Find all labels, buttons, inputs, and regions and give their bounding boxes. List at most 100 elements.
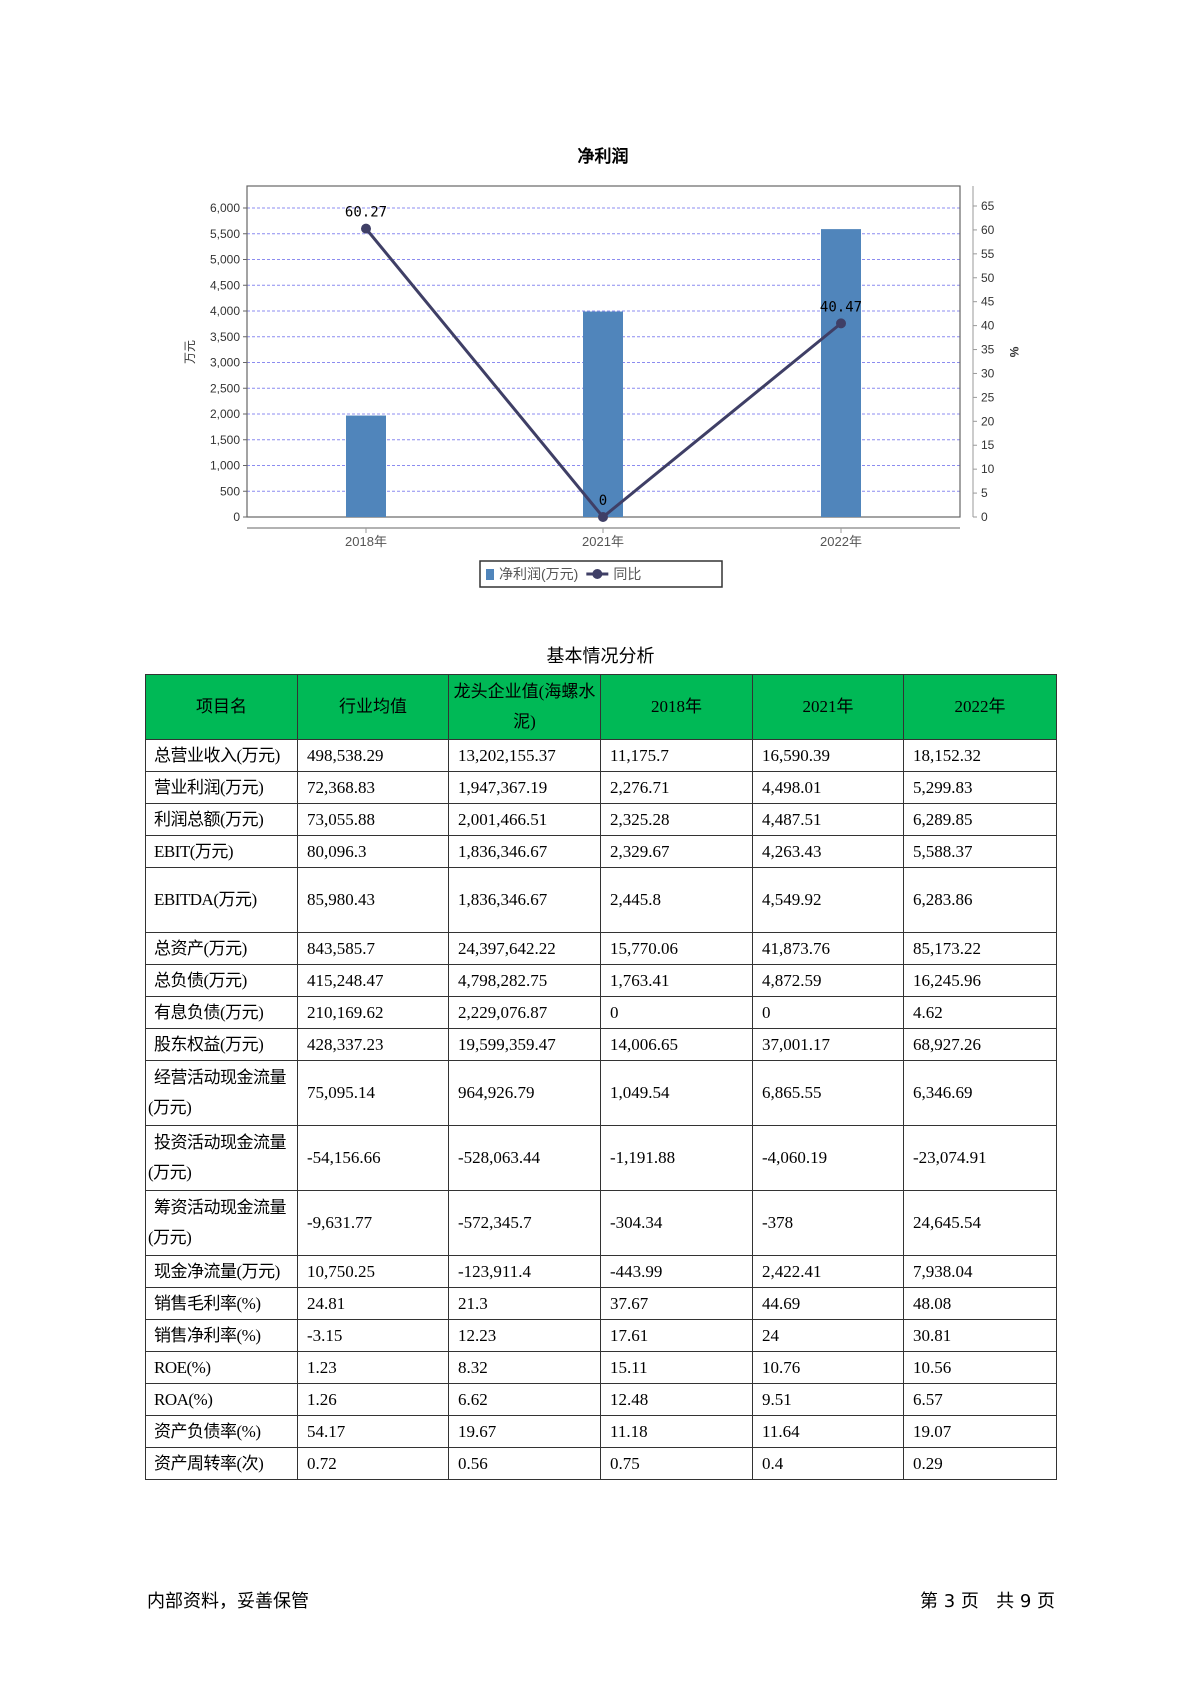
table-row: 总资产(万元) 843,585.7 24,397,642.22 15,770.06 41…	[145, 932, 1057, 965]
table-cell: 9.51	[752, 1383, 904, 1416]
y-tick-label: 1,000	[210, 459, 240, 473]
basic-analysis-table: 项目名 行业均值 龙头企业值(海螺水泥) 2018年 2021年 2022年 总营业收入(…	[145, 674, 1057, 1480]
table-cell: 4.62	[903, 996, 1057, 1029]
chart-title: 净利润	[578, 146, 629, 167]
table-cell: 498,538.29	[297, 739, 449, 772]
table-cell: -304.34	[600, 1190, 753, 1256]
yoy-point	[836, 318, 846, 329]
table-cell: -528,063.44	[448, 1125, 601, 1191]
table-cell: 4,798,282.75	[448, 964, 601, 997]
y2-tick-label: 60	[981, 223, 995, 237]
y2-tick-label: 65	[981, 199, 995, 213]
table-row: ROA(%) 1.26 6.62 12.48 9.51 6.57	[145, 1383, 1057, 1416]
footer-confidential: 内部资料，妥善保管	[147, 1591, 309, 1612]
y-axis-label: 万元	[183, 340, 197, 364]
table-row: 股东权益(万元) 428,337.23 19,599,359.47 14,006.65…	[145, 1028, 1057, 1061]
table-cell: 24,645.54	[903, 1190, 1057, 1256]
table-cell: -443.99	[600, 1255, 753, 1288]
table-cell: 7,938.04	[903, 1255, 1057, 1288]
y2-tick-label: 35	[981, 343, 995, 357]
table-cell: 0	[600, 996, 753, 1029]
net-profit-chart: 净利润 05001,0001,5002,0002,5003,0003,5004,…	[183, 146, 1021, 588]
table-cell: 6.62	[448, 1383, 601, 1416]
table-cell: 2,329.67	[600, 835, 753, 868]
table-cell: 843,585.7	[297, 932, 449, 965]
y2-tick-label: 10	[981, 462, 995, 476]
table-cell: 54.17	[297, 1415, 449, 1448]
table-cell: 80,096.3	[297, 835, 449, 868]
table-cell: 30.81	[903, 1319, 1057, 1352]
y2-tick-label: 0	[981, 510, 988, 524]
table-cell: 85,980.43	[297, 867, 449, 933]
yoy-point	[361, 223, 371, 234]
table-cell: 6,283.86	[903, 867, 1057, 933]
yoy-point	[598, 512, 608, 522]
yoy-data-label: 40.47	[820, 299, 862, 315]
column-header: 龙头企业值(海螺水泥)	[448, 674, 601, 740]
table-cell: 18,152.32	[903, 739, 1057, 772]
table-cell: 37,001.17	[752, 1028, 904, 1061]
table-cell: 4,872.59	[752, 964, 904, 997]
y-tick-label: 1,500	[210, 433, 240, 447]
table-row: EBITDA(万元) 85,980.43 1,836,346.67 2,445.8 4,…	[145, 867, 1057, 933]
table-cell: 5,299.83	[903, 771, 1057, 804]
yoy-data-label: 0	[599, 493, 607, 509]
y-tick-label: 3,000	[210, 356, 240, 370]
row-label: 资产周转率(次)	[145, 1447, 298, 1480]
row-label: 股东权益(万元)	[145, 1028, 298, 1061]
y2-tick-label: 25	[981, 390, 995, 404]
table-cell: 6.57	[903, 1383, 1057, 1416]
row-label: 总营业收入(万元)	[145, 739, 298, 772]
row-label: EBITDA(万元)	[145, 867, 298, 933]
table-header-row: 项目名 行业均值 龙头企业值(海螺水泥) 2018年 2021年 2022年	[145, 674, 1057, 740]
table-cell: -123,911.4	[448, 1255, 601, 1288]
table-cell: -1,191.88	[600, 1125, 753, 1191]
table-cell: 17.61	[600, 1319, 753, 1352]
table-row: 经营活动现金流量(万元) 75,095.14 964,926.79 1,049.54 6…	[145, 1060, 1057, 1126]
table-cell: -572,345.7	[448, 1190, 601, 1256]
table-row: 营业利润(万元) 72,368.83 1,947,367.19 2,276.71 4,4…	[145, 771, 1057, 804]
row-label: 投资活动现金流量(万元)	[145, 1125, 298, 1191]
table-cell: 2,229,076.87	[448, 996, 601, 1029]
bar-2018年	[346, 415, 386, 517]
y-tick-label: 500	[220, 484, 240, 498]
table-row: 总营业收入(万元) 498,538.29 13,202,155.37 11,175.7…	[145, 739, 1057, 772]
row-label: 经营活动现金流量(万元)	[145, 1060, 298, 1126]
table-row: 资产周转率(次) 0.72 0.56 0.75 0.4 0.29	[145, 1447, 1057, 1480]
table-cell: 21.3	[448, 1287, 601, 1320]
column-header: 行业均值	[297, 674, 449, 740]
table-cell: 8.32	[448, 1351, 601, 1384]
table-cell: 0.4	[752, 1447, 904, 1480]
y-tick-label: 4,500	[210, 278, 240, 292]
table-cell: 0.29	[903, 1447, 1057, 1480]
table-cell: 0.56	[448, 1447, 601, 1480]
table-cell: 15.11	[600, 1351, 753, 1384]
table-cell: 2,276.71	[600, 771, 753, 804]
table-cell: 428,337.23	[297, 1028, 449, 1061]
y2-axis-label: %	[1007, 347, 1021, 358]
table-cell: 1,763.41	[600, 964, 753, 997]
table-cell: 19,599,359.47	[448, 1028, 601, 1061]
table-cell: 2,001,466.51	[448, 803, 601, 836]
table-cell: 2,422.41	[752, 1255, 904, 1288]
table-cell: 0.72	[297, 1447, 449, 1480]
y2-tick-label: 45	[981, 295, 995, 309]
table-cell: 16,245.96	[903, 964, 1057, 997]
row-label: 有息负债(万元)	[145, 996, 298, 1029]
table-cell: 10,750.25	[297, 1255, 449, 1288]
row-label: 总资产(万元)	[145, 932, 298, 965]
yoy-data-label: 60.27	[345, 205, 387, 221]
legend: 净利润(万元) 同比	[479, 560, 723, 588]
table-cell: 415,248.47	[297, 964, 449, 997]
table-cell: -23,074.91	[903, 1125, 1057, 1191]
table-row: ROE(%) 1.23 8.32 15.11 10.76 10.56	[145, 1351, 1057, 1384]
table-cell: 72,368.83	[297, 771, 449, 804]
y-tick-label: 3,500	[210, 330, 240, 344]
row-label: 销售毛利率(%)	[145, 1287, 298, 1320]
table-row: 销售毛利率(%) 24.81 21.3 37.67 44.69 48.08	[145, 1287, 1057, 1320]
table-cell: 4,263.43	[752, 835, 904, 868]
column-header: 2018年	[600, 674, 753, 740]
row-label: 营业利润(万元)	[145, 771, 298, 804]
table-cell: 11,175.7	[600, 739, 753, 772]
table-cell: 44.69	[752, 1287, 904, 1320]
